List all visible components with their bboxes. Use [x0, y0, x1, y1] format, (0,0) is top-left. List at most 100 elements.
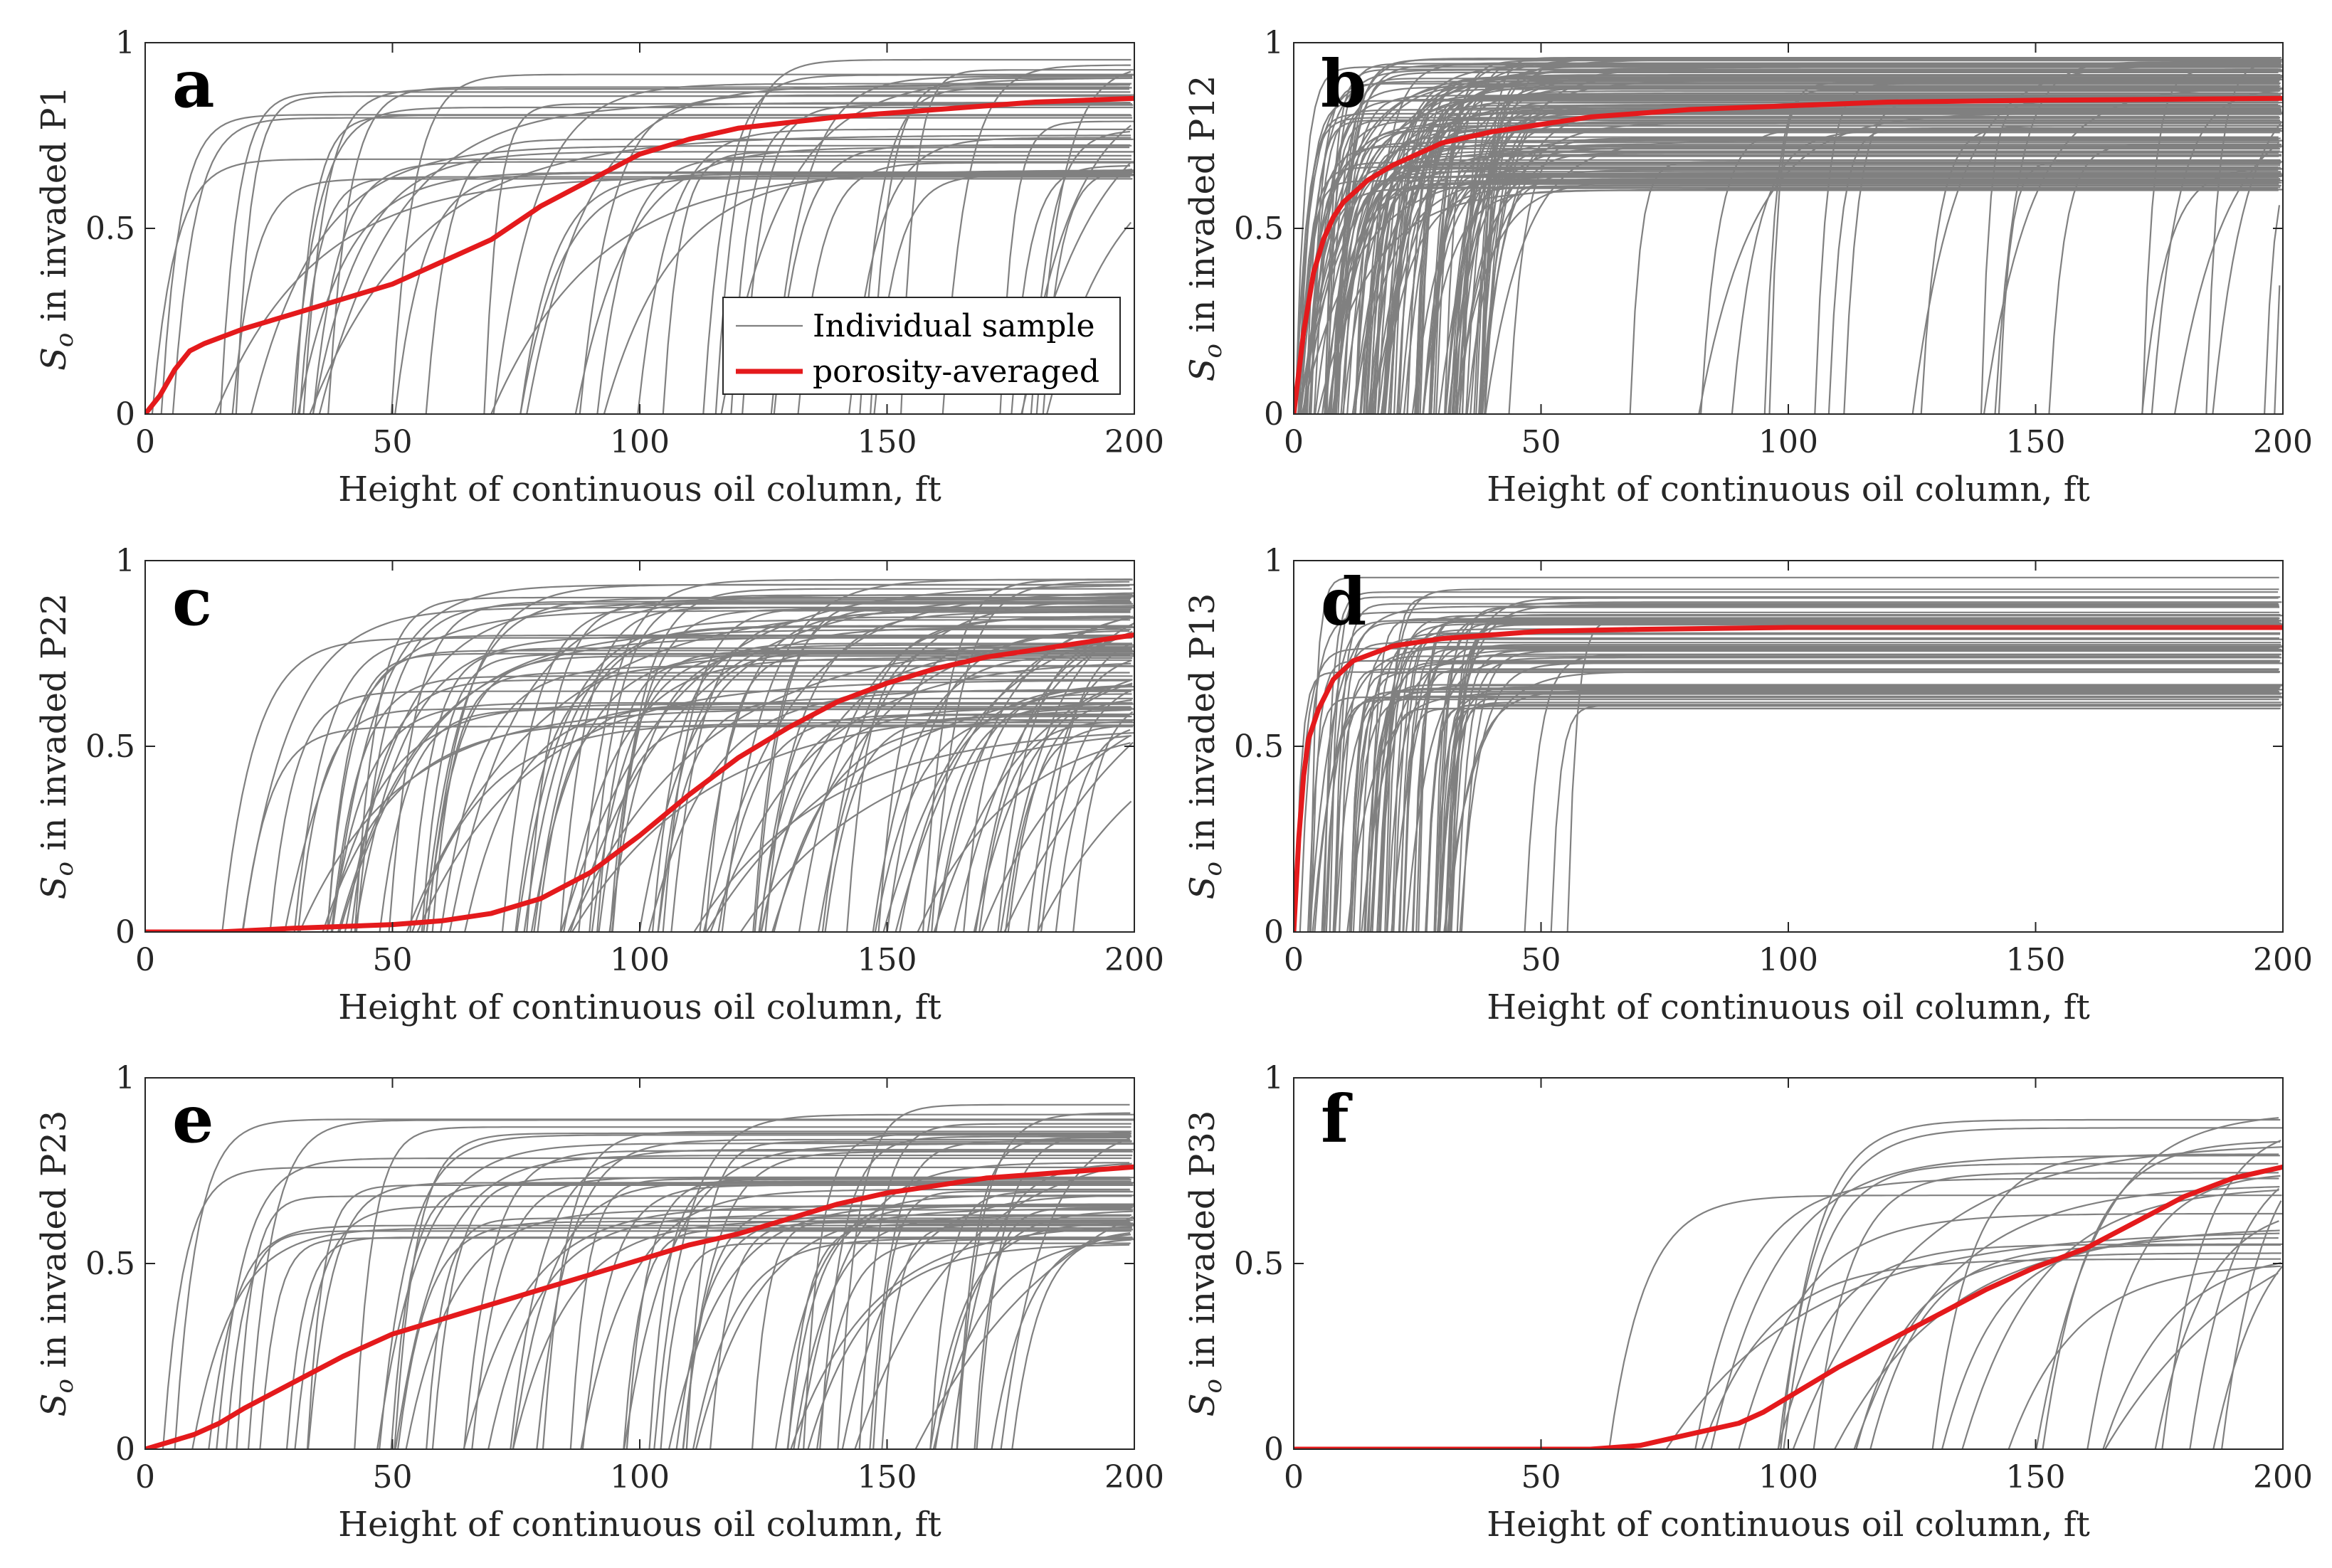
sample-curve — [1363, 155, 2279, 414]
sample-curve — [283, 610, 1131, 932]
sample-curve — [219, 91, 1131, 414]
y-axis-title: So in invaded P22 — [34, 593, 79, 900]
sample-curve — [562, 657, 1133, 932]
sample-curve — [1304, 119, 2281, 414]
sample-curve — [1346, 168, 2282, 414]
sample-curve — [1452, 148, 2280, 414]
y-axis-text: in invaded P22 — [34, 593, 74, 862]
x-tick-label: 50 — [373, 424, 413, 460]
sample-curve — [1435, 622, 2281, 932]
sample-curve — [739, 735, 1132, 932]
sample-curve — [426, 655, 1134, 932]
sample-curve — [1813, 1172, 2279, 1449]
y-axis-title: So in invaded P12 — [1183, 75, 1228, 382]
sample-curve — [1484, 113, 2281, 414]
sample-curve — [409, 647, 1133, 932]
sample-curve — [1694, 1177, 2279, 1449]
sample-curve — [1294, 647, 2279, 932]
sample-curve — [331, 584, 1134, 932]
sample-curve — [1333, 603, 2279, 932]
sample-curve — [1780, 1118, 2281, 1449]
sample-curve — [1465, 105, 2282, 414]
sample-curve — [1386, 684, 2283, 932]
sample-curve — [390, 73, 1134, 414]
sample-curve — [1437, 604, 2279, 932]
sample-curve — [1434, 705, 2281, 932]
sample-curve — [174, 1118, 1134, 1449]
sample-curve — [623, 1143, 1134, 1449]
sample-curve — [1700, 128, 2280, 414]
sample-curve — [191, 1227, 1132, 1449]
sample-curve — [394, 1154, 1133, 1449]
sample-curve — [1324, 699, 2279, 932]
legend-box — [722, 297, 1121, 395]
panel-c: 0 50 100 150 200 0 0.5 1 Height of continuous oi… — [34, 543, 1164, 1027]
sample-curve — [1456, 659, 2279, 932]
sample-curve — [1309, 576, 2279, 932]
y-axis-title: So in invaded P33 — [1183, 1111, 1228, 1417]
sample-curve — [837, 1103, 1130, 1449]
sample-curve — [298, 707, 1131, 932]
x-tick-label: 50 — [1521, 942, 1561, 978]
sample-curve — [1003, 741, 1134, 932]
sample-curve — [1371, 689, 2283, 932]
x-tick-label: 200 — [1104, 942, 1164, 978]
panel-c-axes-box — [144, 560, 1135, 933]
sample-curve — [312, 151, 1134, 414]
sample-curve — [1363, 136, 2279, 414]
y-tick-label: 1 — [115, 25, 135, 61]
sample-curve — [1322, 591, 2279, 932]
sample-curve — [2173, 142, 2279, 414]
sample-curve — [1508, 137, 2281, 414]
legend: Individual sample porosity-averaged — [722, 297, 1121, 395]
y-axis-subscript: o — [51, 333, 79, 347]
sample-curve — [1482, 152, 2279, 414]
sample-curve — [1448, 614, 2281, 932]
sample-curve — [882, 632, 1131, 932]
sample-curve — [1326, 63, 2281, 414]
x-tick-label: 50 — [1521, 424, 1561, 460]
sample-curve — [1475, 70, 2283, 414]
panel-label: a — [172, 46, 215, 122]
y-axis-symbol: S — [1183, 876, 1223, 899]
legend-entry: porosity-averaged — [813, 354, 1099, 390]
sample-curve — [1035, 70, 1131, 414]
y-axis-subscript: o — [51, 1379, 79, 1393]
sample-curve — [786, 1205, 1134, 1449]
sample-curve — [1324, 58, 2280, 414]
sample-curve — [1608, 1194, 2282, 1449]
sample-curve — [2007, 1265, 2281, 1449]
sample-curve — [1393, 620, 2279, 932]
sample-curve — [1777, 1243, 2283, 1449]
sample-curve — [973, 682, 1133, 932]
x-tick-label: 0 — [135, 1459, 155, 1495]
x-tick-label: 0 — [135, 424, 155, 460]
sample-curve — [1364, 632, 2281, 932]
sample-curve — [1361, 648, 2281, 932]
sample-curve — [1710, 1155, 2280, 1449]
sample-curve — [416, 679, 1130, 932]
sample-curve — [1450, 650, 2283, 932]
y-axis-subscript: o — [1199, 862, 1228, 876]
y-axis-text: in invaded P33 — [1183, 1111, 1223, 1379]
sample-curve — [816, 1239, 1134, 1449]
sample-curve — [574, 147, 1130, 414]
sample-curve — [2221, 1200, 2282, 1449]
sample-curve — [760, 707, 1132, 932]
sample-curve — [1350, 695, 2281, 932]
sample-curve — [1334, 58, 2280, 414]
sample-curve — [2161, 1139, 2281, 1449]
sample-curve — [917, 742, 1131, 932]
legend-entry: Individual sample — [813, 308, 1095, 344]
sample-curve — [379, 1134, 1131, 1449]
panel-label: e — [172, 1081, 214, 1158]
y-tick-label: 0.5 — [1234, 1246, 1284, 1282]
y-axis-title: So in invaded P1 — [34, 86, 79, 371]
sample-curve — [1566, 617, 2280, 932]
sample-curve — [2154, 1220, 2279, 1449]
sample-curve — [1369, 628, 2281, 932]
sample-curve — [1701, 1258, 2281, 1449]
sample-curve — [742, 104, 1134, 414]
sample-curve — [1412, 669, 2279, 932]
